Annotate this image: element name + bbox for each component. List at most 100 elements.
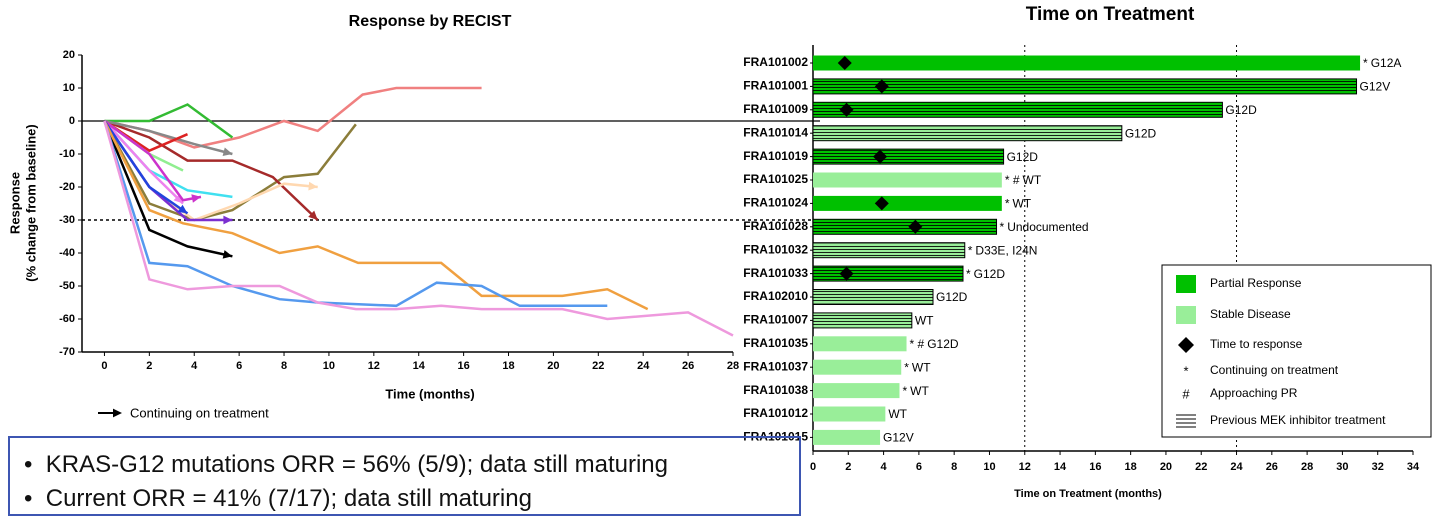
mutation-label: G12A bbox=[1371, 56, 1402, 70]
y-tick-label: 0 bbox=[69, 115, 75, 127]
mutation-label: G12D bbox=[974, 267, 1006, 281]
x-tick-label: 12 bbox=[1019, 461, 1031, 473]
response-line bbox=[104, 103, 234, 139]
x-tick-label: 22 bbox=[1195, 461, 1207, 473]
mutation-label: WT bbox=[910, 384, 929, 398]
x-tick-label: 4 bbox=[881, 461, 888, 473]
x-tick-label: 6 bbox=[916, 461, 922, 473]
x-tick-label: 12 bbox=[368, 360, 380, 372]
response-line bbox=[103, 120, 318, 222]
y-tick-label: FRA101001 bbox=[743, 79, 808, 93]
x-tick-label: 30 bbox=[1336, 461, 1348, 473]
y-tick-label: 10 bbox=[63, 82, 75, 94]
legend-swatch bbox=[1176, 275, 1196, 293]
x-tick-label: 24 bbox=[637, 360, 650, 372]
arrowhead bbox=[177, 204, 188, 214]
stripe-overlay bbox=[813, 313, 912, 327]
legend-label: Continuing on treatment bbox=[1210, 363, 1339, 377]
y-tick-label: FRA101032 bbox=[743, 242, 808, 256]
x-tick-label: 24 bbox=[1230, 461, 1243, 473]
stripe-overlay bbox=[813, 267, 963, 281]
mutation-label: WT bbox=[1012, 197, 1031, 211]
mutation-label: D33E, I24N bbox=[975, 243, 1037, 257]
bar bbox=[813, 406, 886, 422]
response-line bbox=[103, 120, 357, 222]
legend-label: Approaching PR bbox=[1210, 386, 1298, 400]
response-line bbox=[103, 120, 649, 311]
bar bbox=[813, 359, 902, 375]
x-tick-label: 4 bbox=[191, 360, 198, 372]
y-tick-label: FRA101009 bbox=[743, 102, 808, 116]
legend-swatch bbox=[1176, 306, 1196, 324]
chart-title: Time on Treatment bbox=[1026, 4, 1195, 25]
stripe-overlay bbox=[813, 126, 1122, 140]
response-marker bbox=[839, 266, 854, 281]
arrowhead bbox=[222, 250, 233, 259]
x-tick-label: 32 bbox=[1372, 461, 1384, 473]
y-tick-label: -50 bbox=[59, 280, 75, 292]
response-line bbox=[103, 119, 202, 202]
arrowhead bbox=[173, 194, 184, 204]
x-axis-label: Time on Treatment (months) bbox=[1014, 488, 1162, 500]
y-tick-label: FRA101002 bbox=[743, 55, 808, 69]
stripe-overlay bbox=[813, 290, 933, 304]
y-tick-label: -10 bbox=[59, 148, 75, 160]
x-tick-label: 2 bbox=[845, 461, 851, 473]
x-axis-label: Time (months) bbox=[385, 386, 474, 401]
mutation-label: G12V bbox=[1360, 80, 1391, 94]
arrowhead bbox=[308, 181, 318, 191]
mutation-label: G12V bbox=[883, 431, 914, 445]
mutation-label: WT bbox=[915, 314, 934, 328]
response-line bbox=[103, 120, 734, 337]
x-tick-label: 26 bbox=[1266, 461, 1278, 473]
stripe-overlay bbox=[813, 243, 965, 257]
response-line bbox=[103, 120, 184, 205]
bar bbox=[813, 172, 1002, 188]
y-tick-label: FRA101024 bbox=[743, 196, 808, 210]
x-tick-label: 26 bbox=[682, 360, 694, 372]
flag: * bbox=[966, 267, 971, 281]
x-tick-label: 16 bbox=[1089, 461, 1101, 473]
x-tick-label: 8 bbox=[281, 360, 287, 372]
bar bbox=[813, 429, 881, 445]
y-tick-label: FRA102010 bbox=[743, 289, 808, 303]
x-tick-label: 18 bbox=[1125, 461, 1137, 473]
flag: * # bbox=[1005, 173, 1020, 187]
y-axis-label: Response bbox=[7, 172, 22, 234]
flag: * bbox=[968, 243, 973, 257]
response-line bbox=[104, 86, 482, 149]
flag: * bbox=[1005, 197, 1010, 211]
mutation-label: WT bbox=[1023, 173, 1042, 187]
flag: * bbox=[1000, 220, 1005, 234]
response-line bbox=[104, 119, 319, 221]
x-tick-label: 0 bbox=[810, 461, 816, 473]
y-tick-label: -60 bbox=[59, 313, 75, 325]
x-tick-label: 10 bbox=[983, 461, 995, 473]
stripe-overlay bbox=[813, 103, 1223, 117]
response-marker bbox=[874, 79, 889, 94]
legend-label: Stable Disease bbox=[1210, 307, 1291, 321]
response-marker bbox=[874, 196, 889, 211]
y-tick-label: -30 bbox=[59, 214, 75, 226]
y-tick-label: FRA101028 bbox=[743, 219, 808, 233]
response-marker bbox=[908, 219, 923, 234]
bar bbox=[813, 195, 1002, 211]
stripe-overlay bbox=[813, 220, 997, 234]
legend-symbol: # bbox=[1182, 386, 1190, 401]
bullet-text: KRAS-G12 mutations ORR = 56% (5/9); data… bbox=[45, 451, 669, 478]
mutation-label: G12D bbox=[1007, 150, 1039, 164]
chart-title: Response by RECIST bbox=[349, 13, 512, 30]
y-tick-label: -20 bbox=[59, 181, 75, 193]
legend-label: Time to response bbox=[1210, 337, 1303, 351]
bar bbox=[813, 383, 900, 399]
mutation-label: G12D bbox=[1225, 103, 1257, 117]
flag: * bbox=[1363, 56, 1368, 70]
y-tick-label: 20 bbox=[63, 49, 75, 61]
y-tick-label: FRA101025 bbox=[743, 172, 808, 186]
arrowhead bbox=[223, 215, 233, 225]
x-tick-label: 18 bbox=[502, 360, 514, 372]
bullet-text: Current ORR = 41% (7/17); data still mat… bbox=[45, 485, 532, 512]
y-tick-label: FRA101007 bbox=[743, 313, 808, 327]
x-tick-label: 14 bbox=[413, 360, 426, 372]
x-tick-label: 8 bbox=[951, 461, 957, 473]
